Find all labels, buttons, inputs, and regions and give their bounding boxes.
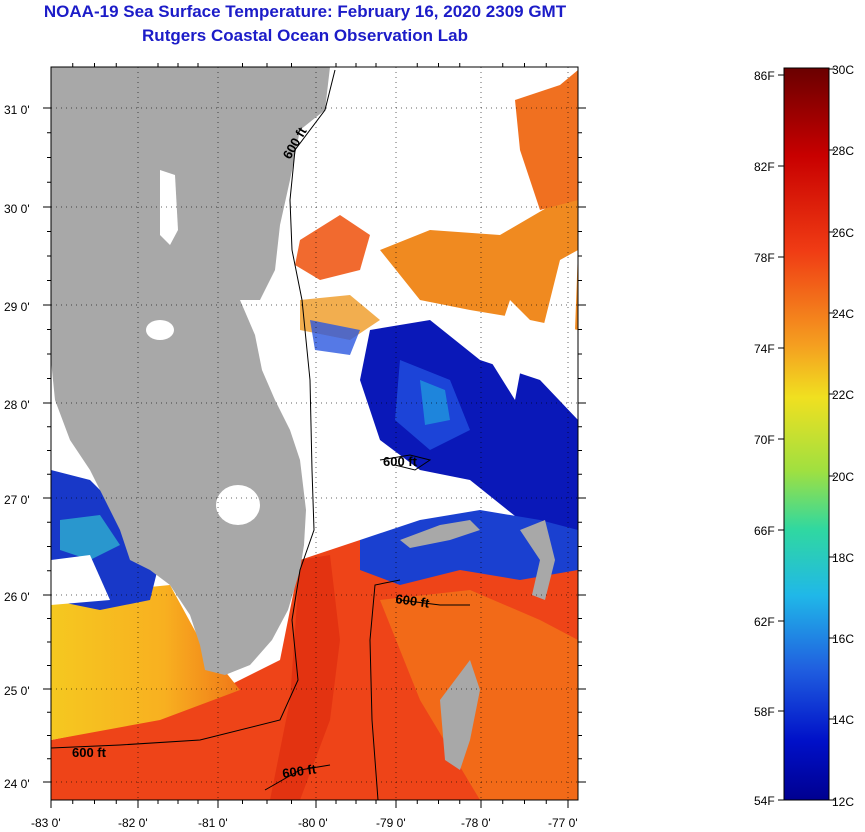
lat-label-28: 28 0' [4,398,30,412]
warm-water-nne [515,70,578,210]
plot-frame [50,66,579,801]
cb-f-58: 58F [754,705,775,719]
cb-f-78: 78F [754,251,775,265]
lon-label-77: -77 0' [548,816,578,830]
lon-axis-labels: -83 0' -82 0' -81 0' -80 0' -79 0' -78 0… [31,816,578,830]
gulf-yellow-water [51,585,240,740]
lat-label-29: 29 0' [4,300,30,314]
contour-line-bahama-bank [379,454,432,471]
cb-c-26: 26C [832,226,854,240]
gulf-stream-core [270,555,340,800]
lon-label-82: -82 0' [118,816,148,830]
inland-lake [146,320,174,340]
lon-label-83: -83 0' [31,816,61,830]
contour-line-cay-sal [369,579,401,800]
cb-f-62: 62F [754,615,775,629]
map-subtitle: Rutgers Coastal Ocean Observation Lab [142,26,468,45]
contour-label-east: 600 ft [395,591,431,611]
cb-f-86: 86F [754,69,775,83]
lat-label-24: 24 0' [4,777,30,791]
map-plot-area [51,67,578,800]
cb-c-22: 22C [832,388,854,402]
contour-line-east-shelf [51,69,336,749]
cb-f-54: 54F [754,794,775,808]
cb-f-70: 70F [754,433,775,447]
cb-f-74: 74F [754,342,775,356]
cb-c-20: 20C [832,470,854,484]
cloud-west [51,555,110,605]
bahamas-land [440,660,480,770]
abaco [520,520,555,600]
grand-bahama [400,520,480,548]
contour-label-south: 600 ft [281,761,317,781]
lon-label-79: -79 0' [376,816,406,830]
cb-f-82: 82F [754,160,775,174]
cb-c-18: 18C [832,551,854,565]
axis-ticks [43,63,586,808]
contour-lines [51,69,470,800]
map-title: NOAA-19 Sea Surface Temperature: Februar… [43,2,567,21]
coastal-marsh [160,170,178,245]
warm-water-north-core [295,215,370,280]
cb-c-28: 28C [832,144,854,158]
colorbar-fahrenheit-labels: 86F 82F 78F 74F 70F 66F 62F 58F 54F [754,69,775,808]
lat-axis-labels: 31 0' 30 0' 29 0' 28 0' 27 0' 26 0' 25 0… [4,103,30,791]
contour-label-west: 600 ft [72,745,107,760]
lake-okeechobee [216,485,260,525]
lat-label-30: 30 0' [4,202,30,216]
cloud-straits [340,420,400,530]
contour-label-mid: 600 ft [383,454,418,469]
colorbar-ticks [778,68,835,801]
lon-label-80: -80 0' [298,816,328,830]
graticule [50,67,578,800]
warm-water-north [380,180,578,330]
colorbar [783,67,830,801]
cb-c-12: 12C [832,795,854,809]
cold-water-north-mid [310,320,360,355]
lon-label-78: -78 0' [461,816,491,830]
lon-label-81: -81 0' [198,816,228,830]
contour-line-great-bahama [399,599,470,606]
cb-c-16: 16C [832,632,854,646]
cb-c-30: 30C [832,63,854,77]
florida-land [51,67,330,675]
cloud-streak-1 [490,300,530,400]
contour-line-south [264,764,331,791]
lat-label-31: 31 0' [4,103,30,117]
lat-label-25: 25 0' [4,684,30,698]
cool-water-east [420,380,450,425]
colorbar-celsius-labels: 30C 28C 26C 24C 22C 20C 18C 16C 14C 12C [832,63,854,809]
cb-f-66: 66F [754,524,775,538]
lat-label-27: 27 0' [4,493,30,507]
cool-water-west [60,515,120,560]
cb-c-14: 14C [832,713,854,727]
lat-label-26: 26 0' [4,590,30,604]
cb-c-24: 24C [832,307,854,321]
